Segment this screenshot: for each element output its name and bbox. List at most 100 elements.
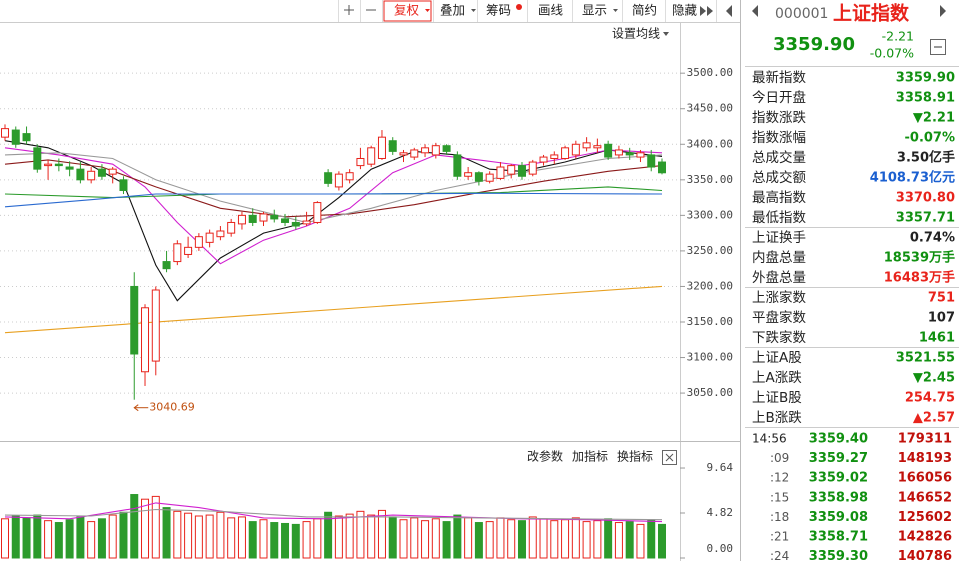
prev-stock[interactable] bbox=[752, 5, 758, 17]
volume-bar bbox=[291, 523, 300, 559]
volume-bar bbox=[431, 518, 440, 559]
tick-volume: 142826 bbox=[898, 530, 952, 545]
change-pct: -0.07% bbox=[870, 46, 914, 61]
next-stock[interactable] bbox=[940, 5, 946, 17]
candle-body bbox=[22, 133, 31, 142]
dropdown[interactable] bbox=[663, 32, 669, 36]
dropdown[interactable] bbox=[471, 9, 476, 12]
dropdown[interactable] bbox=[425, 9, 430, 12]
toolbar-button[interactable]: 显示 bbox=[582, 3, 607, 18]
volume-bar bbox=[302, 521, 311, 559]
candle-body bbox=[550, 154, 559, 159]
volume-bar bbox=[442, 521, 451, 559]
tick-time: 14:56 bbox=[752, 432, 787, 446]
volume-bar bbox=[464, 517, 473, 559]
y-tick-label: 3100.00 bbox=[687, 351, 733, 364]
toolbar-button[interactable]: 隐藏 bbox=[672, 3, 698, 18]
row-value: -0.07% bbox=[905, 131, 956, 146]
candle-body bbox=[173, 243, 182, 263]
volume-bar bbox=[44, 520, 53, 559]
row-value: 3521.55 bbox=[896, 351, 955, 366]
candle-body bbox=[614, 149, 623, 156]
volume-bar bbox=[334, 515, 343, 559]
indicator-button[interactable]: 换指标 bbox=[617, 449, 653, 464]
toolbar-button[interactable]: 筹码 bbox=[486, 3, 511, 18]
row-label: 指数涨幅 bbox=[752, 130, 806, 146]
volume-bar bbox=[281, 522, 290, 559]
row-label: 外盘总量 bbox=[752, 269, 806, 286]
candle-body bbox=[54, 163, 63, 167]
volume-bar bbox=[571, 517, 580, 559]
row-label: 最新指数 bbox=[752, 70, 806, 86]
candle-body bbox=[184, 246, 193, 255]
row-value: 18539万手 bbox=[884, 250, 955, 266]
row-label: 平盘家数 bbox=[752, 309, 806, 326]
tick-time: :15 bbox=[770, 490, 789, 504]
row-value: 4108.73亿元 bbox=[870, 170, 955, 186]
candle-body bbox=[87, 170, 96, 181]
dropdown[interactable] bbox=[613, 9, 618, 12]
close-indicator[interactable] bbox=[662, 450, 677, 465]
moving-average bbox=[4, 152, 663, 224]
candle-body bbox=[453, 154, 462, 177]
candle-body bbox=[496, 166, 505, 179]
tick-price: 3358.98 bbox=[809, 490, 868, 505]
volume-bar bbox=[108, 514, 117, 559]
candle-body bbox=[474, 172, 483, 182]
y-tick-label: 3400.00 bbox=[687, 137, 733, 150]
tick-price: 3359.27 bbox=[809, 451, 868, 466]
moving-average bbox=[4, 140, 663, 302]
y-tick-label: 4.82 bbox=[707, 506, 734, 519]
toolbar-button[interactable]: 复权 bbox=[394, 3, 420, 18]
badge bbox=[516, 4, 522, 10]
candle-body bbox=[388, 140, 397, 152]
volume-bar bbox=[151, 495, 160, 559]
tick-time: :21 bbox=[770, 530, 789, 544]
collapse-button[interactable] bbox=[930, 39, 946, 55]
candle-body bbox=[625, 152, 634, 156]
toolbar-button[interactable]: 叠加 bbox=[440, 3, 465, 18]
candle-body bbox=[44, 163, 53, 167]
candle-body bbox=[658, 161, 666, 174]
candle-body bbox=[647, 154, 656, 168]
candle-body bbox=[151, 289, 160, 362]
candle-body bbox=[636, 152, 645, 158]
y-tick-label: 3350.00 bbox=[687, 173, 733, 186]
row-value: 107 bbox=[928, 311, 955, 326]
volume-bar bbox=[237, 516, 246, 559]
volume-bar bbox=[324, 511, 333, 559]
volume-bar bbox=[33, 514, 42, 559]
tick-price: 3359.02 bbox=[809, 471, 868, 486]
ma-setting[interactable]: 设置均线 bbox=[612, 27, 660, 41]
tick-volume: 140786 bbox=[898, 549, 952, 561]
row-value: 0.74% bbox=[910, 231, 955, 246]
active-button bbox=[383, 0, 432, 22]
volume-bar bbox=[205, 514, 214, 559]
zoom-in[interactable] bbox=[344, 5, 354, 15]
row-value: 3358.91 bbox=[896, 91, 955, 106]
volume-bar bbox=[561, 519, 570, 559]
tick-time: :24 bbox=[770, 549, 789, 561]
prev-arrow[interactable] bbox=[726, 5, 732, 17]
tick-time: :09 bbox=[770, 451, 789, 465]
toolbar-button[interactable]: 简约 bbox=[632, 3, 657, 18]
candle-body bbox=[281, 218, 290, 223]
candle-body bbox=[141, 307, 150, 373]
volume-bar bbox=[496, 517, 505, 559]
row-value: 751 bbox=[928, 291, 955, 306]
candle-body bbox=[561, 147, 570, 159]
volume-bar bbox=[141, 498, 150, 559]
candle-body bbox=[1, 128, 9, 138]
candle-body bbox=[517, 165, 526, 177]
tick-volume: 125602 bbox=[898, 510, 952, 525]
indicator-button[interactable]: 加指标 bbox=[572, 449, 608, 464]
tick-volume: 179311 bbox=[898, 432, 952, 447]
more[interactable] bbox=[700, 6, 713, 16]
y-tick-label: 0.00 bbox=[707, 542, 734, 555]
volume-bar bbox=[421, 520, 430, 559]
row-value: 3370.80 bbox=[896, 191, 955, 206]
row-label: 上证换手 bbox=[752, 230, 806, 246]
tick-volume: 148193 bbox=[898, 451, 952, 466]
toolbar-button[interactable]: 画线 bbox=[538, 3, 564, 18]
indicator-button[interactable]: 改参数 bbox=[527, 449, 563, 464]
